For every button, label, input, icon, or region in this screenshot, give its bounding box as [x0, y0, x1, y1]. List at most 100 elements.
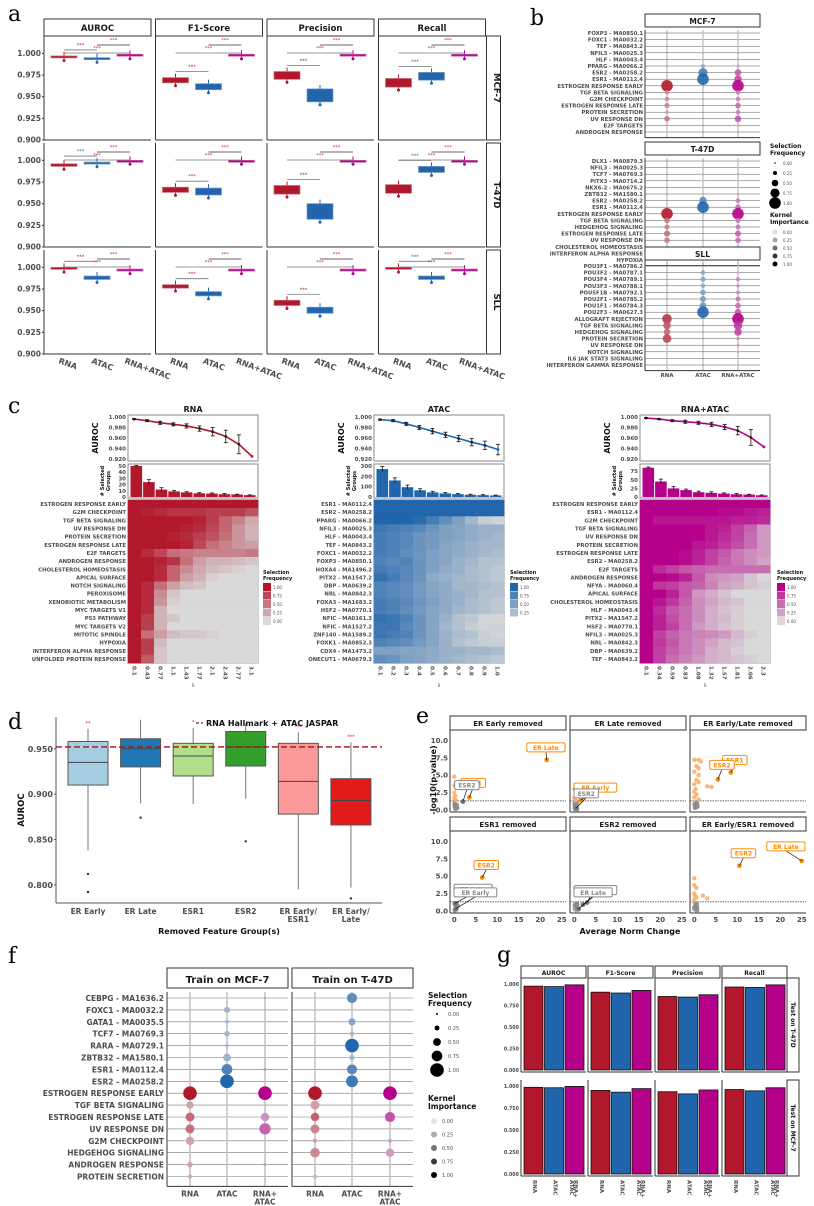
heatmap-cell: [757, 541, 770, 549]
heatmap-cell: [206, 630, 219, 638]
dot: [735, 237, 741, 243]
x-tick-label: 0.43: [144, 666, 150, 680]
strip-label: T-47D: [691, 145, 715, 154]
sig-mark: **: [86, 721, 92, 727]
heatmap-cell: [193, 630, 206, 638]
heatmap-cell: [232, 500, 245, 508]
auroc-point: [133, 418, 136, 421]
y-tick-label: 0.500: [504, 1025, 520, 1031]
heatmap-row-label: TEF - MA0843.2: [325, 543, 372, 549]
dot: [186, 1137, 194, 1145]
heatmap-cell: [426, 549, 439, 557]
heatmap-cell: [167, 533, 180, 541]
dot-faint: [226, 1140, 228, 1142]
x-tick-label: 0.5: [429, 666, 435, 676]
heatmap-cell: [640, 549, 653, 557]
point-label: ESR2: [478, 863, 495, 870]
heatmap-cell: [679, 508, 692, 516]
sig-point: [696, 797, 700, 801]
heatmap-cell: [141, 655, 154, 663]
heatmap-cell: [219, 630, 232, 638]
heatmap-cell: [128, 500, 141, 508]
y-tick-label: 0.925: [17, 328, 41, 337]
dot: [186, 1101, 193, 1108]
dot: [186, 1113, 195, 1122]
legend-label: 0.25: [783, 238, 792, 243]
row-label: FOXC1 - MA0032.2: [588, 38, 643, 44]
heatmap-cell: [744, 606, 757, 614]
sig-mark: ***: [411, 153, 419, 159]
heatmap-cell: [400, 533, 413, 541]
outlier: [240, 272, 243, 275]
heatmap-cell: [718, 557, 731, 565]
label-leader: [786, 851, 802, 861]
strip-label: Train on T-47D: [312, 975, 393, 986]
heatmap-cell: [653, 565, 666, 573]
heatmap-cell: [478, 606, 491, 614]
heatmap-row-label: NFIC - MA0161.3: [322, 616, 372, 622]
y-tick-label: 50: [630, 478, 638, 484]
dot: [697, 306, 709, 318]
dot: [737, 167, 739, 169]
x-tick-label: ATAC: [254, 1197, 276, 1206]
dot-faint: [389, 1176, 391, 1178]
heatmap-cell: [387, 516, 400, 524]
box-ATAC: [419, 276, 445, 279]
heatmap-cell: [705, 516, 718, 524]
legend-swatch: [510, 592, 518, 600]
auroc-point: [224, 435, 227, 438]
heatmap-cell: [439, 630, 452, 638]
heatmap-cell: [374, 533, 387, 541]
heatmap-cell: [232, 508, 245, 516]
outlier: [96, 61, 99, 64]
heatmap-row-label: NRL - MA0842.3: [324, 592, 372, 598]
dot: [737, 351, 740, 354]
row-label: E2F TARGETS: [603, 123, 643, 129]
y-tick-label: 0: [634, 495, 638, 501]
x-tick-label: RNA: [306, 1189, 324, 1198]
sig-point: [452, 774, 456, 778]
heatmap-cell: [193, 639, 206, 647]
heatmap-cell: [193, 508, 206, 516]
legend-swatch: [510, 600, 518, 608]
heatmap-cell: [666, 655, 679, 663]
heatmap-cell: [374, 541, 387, 549]
heatmap-cell: [731, 573, 744, 581]
heatmap-cell: [640, 565, 653, 573]
heatmap-cell: [744, 582, 757, 590]
heatmap-cell: [232, 606, 245, 614]
dot: [735, 224, 740, 229]
x-tick-label: 1.08: [695, 666, 701, 680]
heatmap-cell: [387, 557, 400, 565]
dot-faint: [389, 1057, 391, 1059]
box-ATAC: [419, 72, 445, 80]
heatmap-cell: [206, 614, 219, 622]
box-RNA: [386, 78, 412, 87]
heatmap-cell: [491, 541, 504, 549]
heatmap-cell: [374, 630, 387, 638]
heatmap-cell: [154, 573, 167, 581]
legend-label: 0.50: [787, 602, 796, 607]
row-label: NOTCH SIGNALING: [587, 350, 643, 356]
heatmap-cell: [180, 508, 193, 516]
strip-label: Precision: [672, 970, 703, 977]
bar-Precision-1: [679, 1094, 698, 1174]
heatmap-cell: [744, 614, 757, 622]
bar-Recall-2: [766, 985, 785, 1070]
sig-mark: ***: [316, 153, 324, 159]
heatmap-cell: [757, 565, 770, 573]
heatmap-row-label: NRL - MA0842.3: [590, 641, 638, 647]
heatmap-cell: [180, 622, 193, 630]
auroc-point: [185, 425, 188, 428]
bar-AUROC-0: [524, 1087, 543, 1174]
panel-a: AUROC F1-Score Precision RecallMCF-70.9000.…: [17, 19, 506, 381]
legend-label: 0.50: [448, 1040, 459, 1046]
dot: [735, 296, 740, 301]
outlier: [63, 59, 66, 62]
panel-b: MCF-7FOXP3 - MA0850.1FOXC1 - MA0032.2TEF…: [546, 14, 808, 379]
x-tick-label: ATAC: [619, 1180, 625, 1195]
heatmap-cell: [705, 573, 718, 581]
heatmap-row-label: FOXA3 - MA1683.2: [317, 600, 373, 606]
heatmap-cell: [679, 541, 692, 549]
legend-label: 1.00: [273, 585, 282, 590]
